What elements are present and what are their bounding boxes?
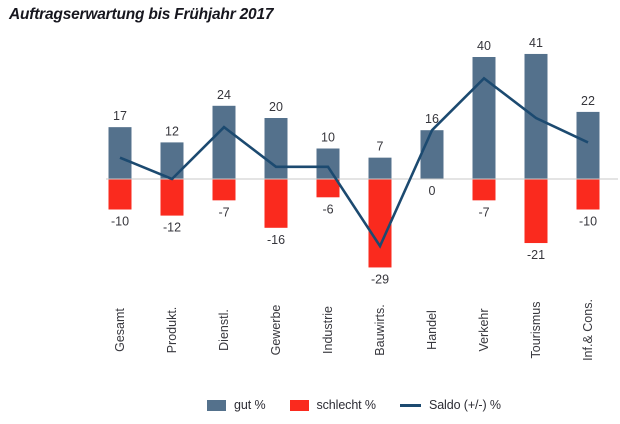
category-label: Produkt. (165, 307, 179, 354)
category-label: Tourismus (529, 302, 543, 359)
schlecht-bar (108, 179, 132, 210)
gut-bar (576, 111, 600, 179)
schlecht-bar (264, 179, 288, 228)
gut-value-label: 10 (321, 131, 335, 145)
schlecht-bar (524, 179, 548, 244)
chart-legend: gut % schlecht % Saldo (+/-) % (44, 398, 620, 412)
legend-item-gut: gut % (207, 398, 266, 412)
gut-bar (212, 105, 236, 179)
gut-value-label: 22 (581, 94, 595, 108)
gut-value-label: 12 (165, 124, 179, 138)
gut-value-label: 7 (377, 140, 384, 154)
gut-value-label: 40 (477, 39, 491, 53)
schlecht-value-label: -7 (478, 205, 489, 219)
schlecht-value-label: -7 (218, 205, 229, 219)
legend-label-gut: gut % (234, 398, 266, 412)
gut-value-label: 16 (425, 112, 439, 126)
gut-bar (368, 157, 392, 179)
gut-bar (472, 57, 496, 179)
schlecht-bar (316, 179, 340, 198)
legend-label-saldo: Saldo (+/-) % (428, 398, 501, 412)
gut-value-label: 41 (529, 36, 543, 50)
category-label: Gesamt (113, 308, 127, 352)
gut-bar (160, 142, 184, 179)
legend-item-schlecht: schlecht % (289, 398, 377, 412)
category-label: Inf.& Cons. (581, 299, 595, 361)
saldo-line (119, 76, 589, 249)
gut-bar (108, 127, 132, 179)
schlecht-value-label: -6 (322, 202, 333, 216)
schlecht-bar (368, 179, 392, 268)
category-label: Verkehr (477, 308, 491, 351)
schlecht-value-label: -10 (579, 215, 597, 229)
category-label: Industrie (321, 306, 335, 354)
schlecht-value-label: -29 (371, 272, 389, 286)
saldo-line-swatch-icon (399, 403, 421, 407)
schlecht-value-label: -21 (527, 248, 545, 262)
schlecht-bar (576, 179, 600, 210)
gut-bar (420, 130, 444, 179)
schlecht-value-label: -10 (111, 215, 129, 229)
gut-value-label: 24 (217, 88, 231, 102)
gut-bar (316, 148, 340, 179)
category-label: Handel (425, 310, 439, 350)
legend-label-schlecht: schlecht % (316, 398, 377, 412)
schlecht-swatch-icon (289, 399, 309, 411)
category-label: Dienstl. (217, 309, 231, 351)
gut-value-label: 20 (269, 100, 283, 114)
schlecht-bar (212, 179, 236, 201)
schlecht-value-label: 0 (429, 184, 436, 198)
schlecht-value-label: -16 (267, 233, 285, 247)
chart-canvas: 17 -10 Gesamt 12 -12 Produkt. 24 -7 Dienstl. 20 -1… (106, 36, 618, 361)
gut-bar (264, 118, 288, 179)
chart-title: Auftragserwartung bis Frühjahr 2017 (9, 6, 274, 23)
category-label: Gewerbe (269, 305, 283, 356)
category-label: Bauwirts. (373, 304, 387, 355)
schlecht-bar (472, 179, 496, 201)
gut-swatch-icon (207, 399, 227, 411)
gut-value-label: 17 (113, 109, 127, 123)
legend-item-saldo: Saldo (+/-) % (399, 398, 501, 412)
schlecht-bar (160, 179, 184, 216)
schlecht-value-label: -12 (163, 221, 181, 235)
